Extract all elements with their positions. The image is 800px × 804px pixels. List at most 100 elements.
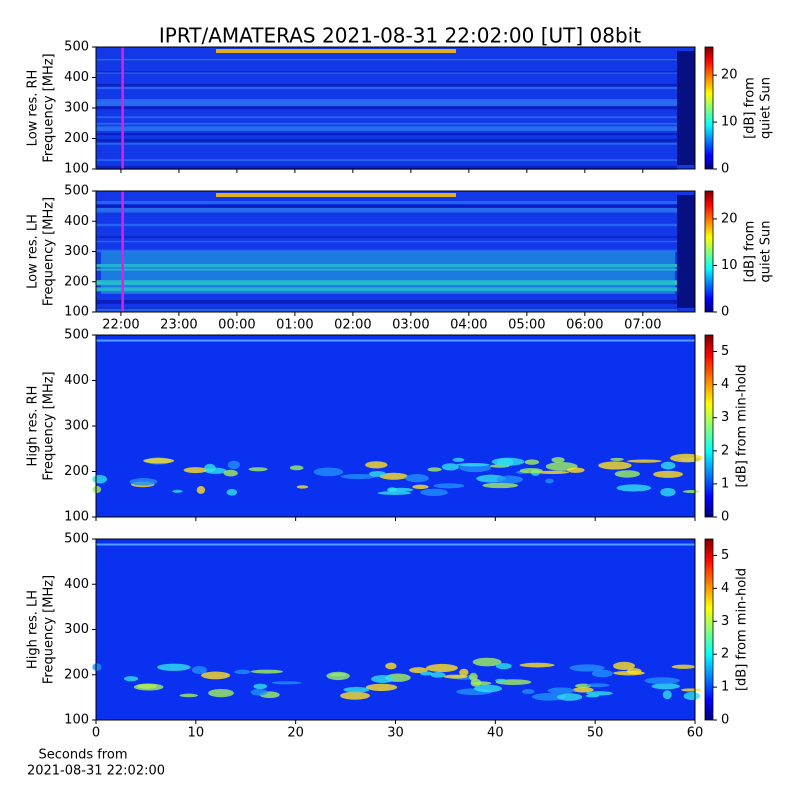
y-tick-label: 200 (64, 464, 89, 479)
y-tick-label: 300 (64, 419, 89, 434)
x-tick-label: 10 (188, 726, 205, 741)
x-tick-label: 00:00 (218, 318, 255, 333)
spectrogram-texture (343, 686, 370, 693)
x-tick-label: 30 (387, 726, 404, 741)
spectrogram-texture (96, 71, 677, 74)
colorbar-tick-label: 2 (721, 647, 729, 662)
spectrogram-texture (96, 209, 677, 213)
spectrogram-texture (248, 467, 268, 472)
colorbar-tick-label: 10 (721, 115, 738, 130)
colorbar-label: [dB] from min-hold (735, 568, 750, 691)
spectrogram-texture (92, 663, 102, 671)
spectrogram-texture (677, 51, 695, 165)
y-tick-label: 500 (64, 40, 89, 55)
spectrogram-texture (96, 240, 677, 243)
y-axis-label: Frequency [MHz] (42, 53, 57, 162)
spectrogram-texture (96, 543, 695, 546)
y-tick-label: 400 (64, 70, 89, 85)
x-tick-label: 60 (687, 726, 704, 741)
spectrogram-texture (522, 689, 535, 695)
chart-title: IPRT/AMATERAS 2021-08-31 22:02:00 [UT] 0… (159, 24, 641, 48)
spectrogram-texture (379, 472, 408, 480)
spectrogram-texture (289, 465, 304, 471)
spectrogram-texture (313, 467, 344, 477)
colorbar-tick-label: 20 (721, 68, 738, 83)
spectrogram-texture (227, 460, 240, 470)
x-axis-label: 2021-08-31 22:02:00 (27, 764, 165, 779)
spectrogram-texture (405, 474, 429, 483)
spectrogram-texture (653, 470, 683, 478)
spectrogram-texture (96, 86, 677, 90)
spectrogram-texture (92, 485, 102, 494)
spectrogram-texture (598, 461, 632, 470)
colorbar-tick-label: 5 (721, 548, 729, 563)
x-tick-label: 23:00 (160, 318, 197, 333)
colorbar-tick-label: 4 (721, 581, 729, 596)
spectrogram-texture (420, 671, 433, 676)
spectrogram-texture (524, 459, 540, 465)
spectrogram-texture (271, 681, 302, 685)
x-tick-label: 0 (92, 726, 100, 741)
colorbar-label: [dB] from min-hold (735, 364, 750, 487)
colorbar (704, 538, 714, 721)
y-axis-label: High res. RH (26, 386, 41, 467)
spectrogram-texture (569, 664, 605, 672)
spectrogram-texture (519, 662, 555, 668)
y-axis-label: Frequency [MHz] (42, 575, 57, 684)
y-axis-label: Frequency [MHz] (42, 197, 57, 306)
x-tick-label: 07:00 (624, 318, 661, 333)
spectrogram-texture (250, 669, 284, 674)
colorbar-label: quiet Sun (759, 77, 774, 139)
spectrogram-texture (385, 662, 397, 670)
spectrogram-texture (96, 83, 677, 87)
spectrogram-texture (459, 668, 469, 676)
spectrogram-texture (472, 657, 502, 667)
x-tick-label: 22:00 (102, 318, 139, 333)
spectrogram-texture (681, 688, 702, 692)
spectrogram-texture (613, 670, 645, 676)
spectrogram-texture (223, 469, 238, 477)
colorbar (704, 334, 714, 518)
spectrogram-texture (682, 489, 700, 494)
spectrogram-texture (208, 688, 234, 698)
x-tick-label: 50 (587, 726, 604, 741)
spectrogram-texture (96, 141, 677, 145)
y-tick-label: 200 (64, 274, 89, 289)
y-tick-label: 100 (64, 305, 89, 320)
spectrogram-texture (671, 664, 696, 669)
spectrogram-texture (326, 671, 350, 681)
spectrogram-background (96, 335, 695, 517)
spectrogram-texture (96, 106, 677, 108)
y-tick-label: 100 (64, 713, 89, 728)
spectrogram-texture (452, 457, 465, 462)
spectrogram-texture (409, 667, 428, 674)
spectrogram-texture (660, 487, 676, 497)
spectrogram-texture (340, 691, 370, 700)
spectrogram-texture (234, 669, 251, 675)
spectrogram-texture (616, 484, 652, 492)
spectrogram-background (96, 539, 695, 720)
spectrogram-texture (387, 487, 398, 493)
y-axis-label: Frequency [MHz] (42, 371, 57, 480)
colorbar-tick-label: 2 (721, 443, 729, 458)
spectrogram-texture (662, 690, 672, 700)
colorbar-tick-label: 3 (721, 410, 729, 425)
spectrogram-texture (591, 669, 613, 678)
spectrogram-texture (96, 106, 677, 110)
spectrogram-texture (179, 693, 198, 698)
spectrogram-texture (123, 676, 139, 682)
y-tick-label: 300 (64, 622, 89, 637)
spectrogram-texture (613, 661, 636, 670)
spectrogram-texture (586, 691, 613, 696)
spectrogram-texture (96, 202, 677, 205)
colorbar-tick-label: 3 (721, 614, 729, 629)
x-tick-label: 04:00 (450, 318, 487, 333)
colorbar-label: [dB] from (743, 221, 758, 283)
spectrogram-texture (204, 463, 216, 473)
spectrogram-texture (651, 683, 680, 690)
spectrogram-texture (535, 470, 570, 474)
colorbar-tick-label: 1 (721, 680, 729, 695)
spectrogram-texture (626, 459, 662, 463)
spectrogram-texture (96, 133, 677, 136)
colorbar-tick-label: 0 (721, 713, 729, 728)
